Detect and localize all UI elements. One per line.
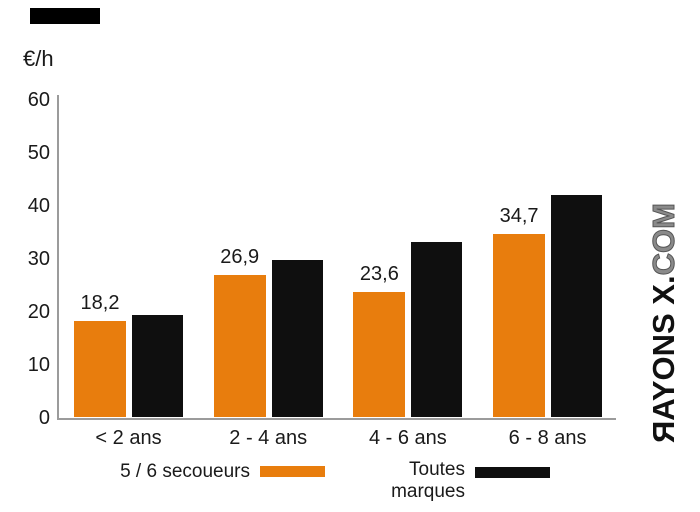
legend-label-secoueurs: 5 / 6 secoueurs	[120, 461, 250, 482]
bar-toutes-marques-4	[551, 194, 603, 418]
x-axis-line	[57, 418, 616, 420]
legend-label-toutes-marques: Toutes marques	[391, 459, 465, 502]
bar-secoueurs-4	[493, 233, 546, 418]
y-tick-label-20: 20	[27, 300, 50, 323]
data-label-3: 23,6	[359, 263, 399, 286]
bar-secoueurs-3	[353, 292, 406, 418]
x-axis-label-1: < 2 ans	[95, 427, 162, 449]
top-left-block	[30, 8, 100, 24]
legend-swatch-toutes-marques	[475, 467, 550, 478]
y-tick-label-40: 40	[27, 194, 50, 217]
data-label-1: 18,2	[80, 292, 120, 315]
y-axis-unit-label: €/h	[23, 46, 54, 71]
y-axis-line	[57, 95, 59, 419]
bar-toutes-marques-3	[411, 242, 463, 418]
watermark-bold-text: ЯAYONS X.	[646, 275, 681, 443]
y-tick-label-10: 10	[27, 353, 50, 376]
x-axis-label-4: 6 - 8 ans	[508, 427, 587, 449]
watermark-light-text: COM	[646, 203, 682, 276]
x-axis-label-3: 4 - 6 ans	[368, 427, 447, 449]
x-axis-label-2: 2 - 4 ans	[229, 427, 308, 449]
y-tick-label-50: 50	[27, 141, 50, 164]
bar-toutes-marques-2	[271, 260, 323, 418]
legend-swatch-secoueurs	[260, 466, 325, 477]
data-label-2: 26,9	[220, 245, 260, 268]
data-label-4: 34,7	[499, 204, 539, 227]
y-tick-label-0: 0	[38, 406, 50, 429]
bar-toutes-marques-1	[132, 315, 183, 418]
bar-secoueurs-1	[74, 321, 126, 418]
y-tick-label-30: 30	[27, 247, 50, 270]
bar-secoueurs-2	[213, 274, 266, 418]
y-tick-label-60: 60	[27, 88, 50, 111]
watermark-rayonsx: ЯAYONS X.COM	[646, 153, 682, 443]
